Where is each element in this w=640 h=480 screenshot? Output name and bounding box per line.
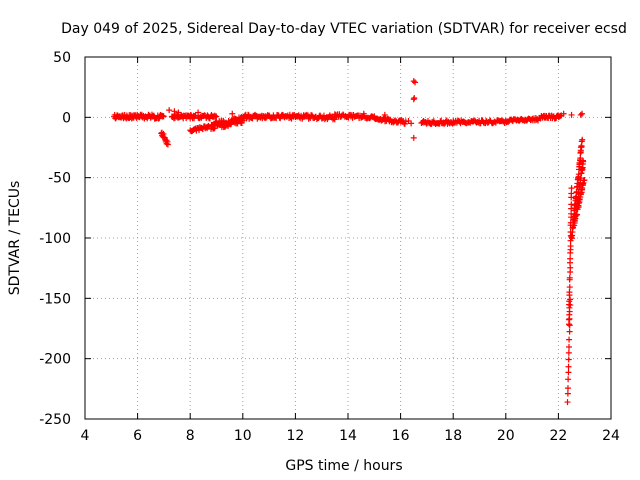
data-point (408, 120, 415, 127)
data-point (579, 185, 586, 192)
data-point (567, 264, 574, 271)
points-layer (111, 78, 588, 406)
data-point (360, 110, 367, 117)
y-tick-label: -250 (39, 412, 71, 428)
data-point (410, 134, 417, 141)
data-point (410, 78, 417, 85)
data-point (175, 109, 182, 116)
data-point (191, 113, 198, 120)
data-point (565, 356, 572, 363)
ticks-layer: 4 6 8 10 12 14 16 18 20 22 24 -250 -200 -150 -100 -50 0 5… (39, 50, 620, 444)
data-point (566, 322, 573, 329)
grid-layer (85, 57, 611, 419)
data-point (566, 311, 573, 318)
data-point (229, 110, 236, 117)
y-tick-label: -100 (39, 231, 71, 247)
data-point (566, 274, 573, 281)
data-point (567, 255, 574, 262)
data-point (166, 107, 173, 114)
x-tick-label: 12 (286, 428, 304, 444)
y-tick-label: 50 (53, 50, 71, 66)
data-point (567, 243, 574, 250)
data-point (560, 110, 567, 117)
x-tick-label: 16 (392, 428, 410, 444)
data-point (566, 336, 573, 343)
data-point (195, 109, 202, 116)
data-point (573, 211, 580, 218)
data-point (412, 79, 419, 86)
x-tick-label: 6 (133, 428, 142, 444)
data-point (566, 298, 573, 305)
data-point (579, 136, 586, 143)
data-point (568, 111, 575, 118)
data-point (381, 111, 388, 118)
data-point (566, 328, 573, 335)
x-tick-label: 22 (549, 428, 567, 444)
data-point (160, 113, 167, 120)
data-point (564, 385, 571, 392)
data-point (411, 95, 418, 102)
data-point (577, 111, 584, 118)
data-point (565, 363, 572, 370)
y-tick-label: 0 (62, 110, 71, 126)
chart-title: Day 049 of 2025, Sidereal Day-to-day VTE… (61, 21, 627, 37)
x-tick-label: 14 (339, 428, 357, 444)
data-point (581, 177, 588, 184)
y-axis-label: SDTVAR / TECUs (7, 181, 23, 296)
x-axis-label: GPS time / hours (285, 458, 402, 474)
data-point (565, 349, 572, 356)
data-point (564, 390, 571, 397)
data-point (564, 399, 571, 406)
x-tick-label: 20 (497, 428, 515, 444)
y-tick-label: -200 (39, 352, 71, 368)
x-tick-label: 10 (234, 428, 252, 444)
data-point (171, 108, 178, 115)
data-point (580, 158, 587, 165)
y-tick-label: -150 (39, 291, 71, 307)
x-tick-label: 18 (444, 428, 462, 444)
data-point (579, 110, 586, 117)
x-tick-label: 4 (81, 428, 90, 444)
x-tick-label: 8 (186, 428, 195, 444)
data-point (568, 185, 575, 192)
data-point (568, 190, 575, 197)
data-point (213, 113, 220, 120)
data-point (566, 284, 573, 291)
data-point (565, 376, 572, 383)
data-point (164, 141, 171, 148)
data-point (565, 369, 572, 376)
y-tick-label: -50 (48, 171, 71, 187)
data-point (566, 289, 573, 296)
data-point (566, 344, 573, 351)
x-tick-label: 24 (602, 428, 620, 444)
